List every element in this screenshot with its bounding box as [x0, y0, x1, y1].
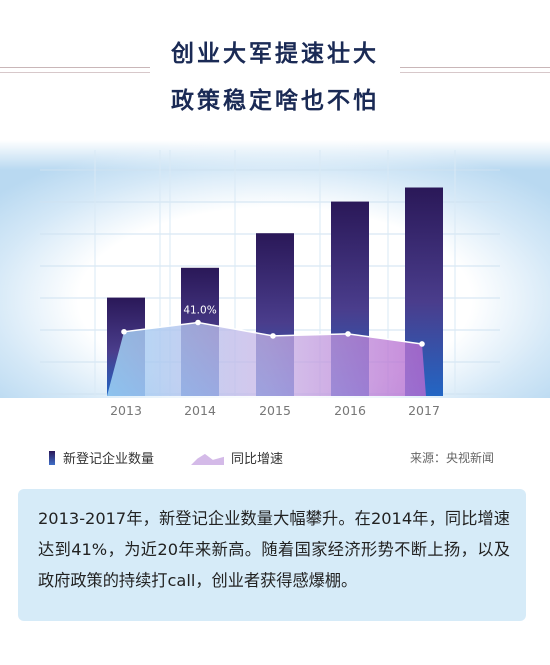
growth-rate-point-2015 — [270, 333, 276, 339]
legend-bar-label: 新登记企业数量 — [63, 452, 155, 467]
legend-line-label: 同比增速 — [231, 452, 284, 467]
data-label-2014: 41.0% — [183, 305, 216, 317]
summary-text: 2013-2017年，新登记企业数量大幅攀升。在2014年，同比增速达到41%，… — [38, 509, 510, 590]
title-rule-right-1 — [400, 67, 550, 68]
legend-item-bar: 新登记企业数量 — [49, 448, 154, 467]
x-tick-label-2015: 2015 — [259, 403, 291, 418]
legend-bar-swatch — [49, 450, 55, 465]
source-text: 来源：央视新闻 — [410, 451, 495, 465]
page-title-line1: 创业大军提速壮大 — [171, 41, 379, 67]
x-tick-label-2013: 2013 — [110, 403, 142, 418]
x-tick-label-2016: 2016 — [334, 403, 366, 418]
growth-rate-area — [107, 322, 426, 396]
growth-rate-point-2014 — [195, 319, 201, 326]
page-title-line2: 政策稳定啥也不怕 — [171, 88, 379, 114]
legend-area-swatch — [189, 451, 225, 466]
x-tick-label-2014: 2014 — [184, 403, 216, 418]
x-tick-label-2017: 2017 — [408, 403, 440, 418]
growth-rate-point-2016 — [345, 331, 351, 337]
chart: 41.0% 2013 2014 2015 2016 2017 — [0, 140, 550, 418]
title-rule-left-1 — [0, 67, 150, 68]
legend-item-line: 同比增速 — [189, 448, 283, 467]
growth-rate-point-2013 — [121, 328, 127, 335]
title-rule-right-2 — [400, 72, 550, 73]
growth-rate-point-2017 — [419, 341, 425, 347]
title-rule-left-2 — [0, 72, 150, 73]
summary-box: 2013-2017年，新登记企业数量大幅攀升。在2014年，同比增速达到41%，… — [18, 489, 526, 621]
